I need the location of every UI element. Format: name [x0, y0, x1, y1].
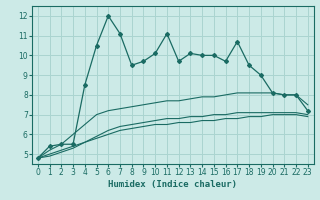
X-axis label: Humidex (Indice chaleur): Humidex (Indice chaleur)	[108, 180, 237, 189]
